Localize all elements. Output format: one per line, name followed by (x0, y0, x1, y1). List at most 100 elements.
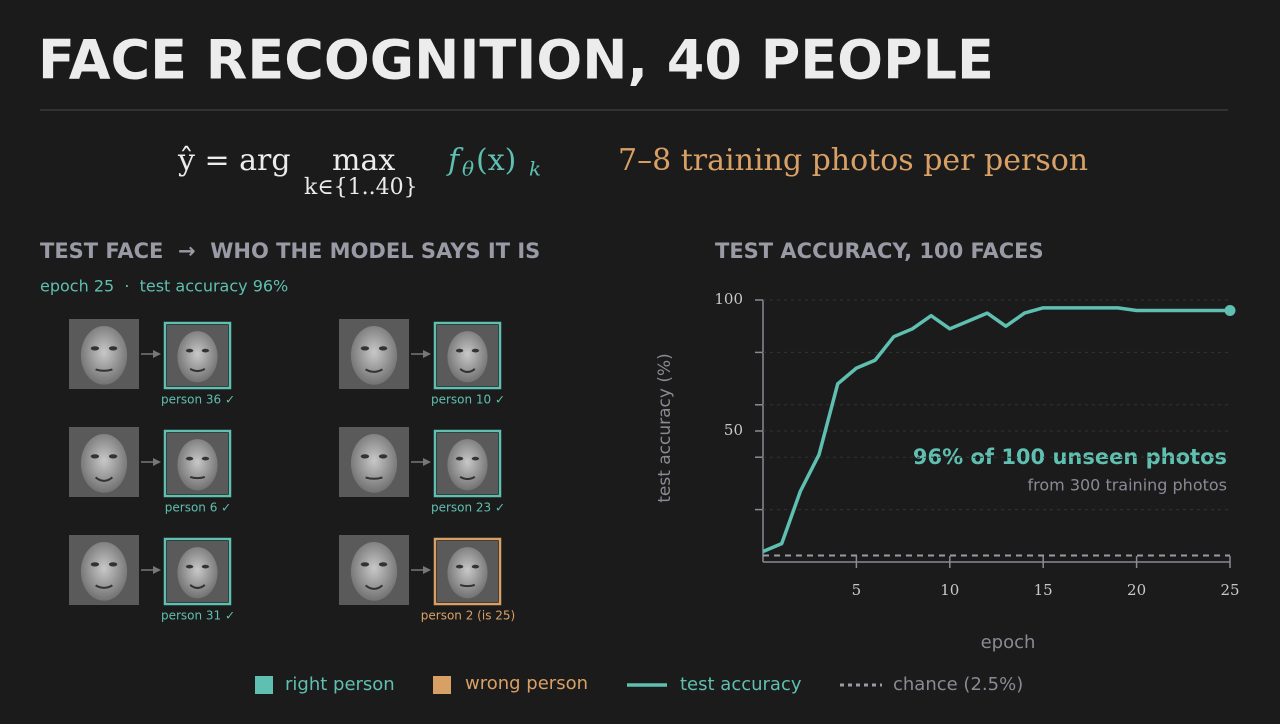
eye (108, 346, 118, 351)
arrow-head (423, 458, 431, 466)
eye (90, 562, 100, 567)
legend-swatch (255, 676, 273, 694)
panel-heading: TEST FACE → WHO THE MODEL SAYS IT IS (40, 239, 540, 263)
mouth (189, 584, 206, 589)
eye (471, 564, 480, 569)
formula-arg: (x) (476, 143, 516, 178)
prediction-frame (163, 537, 232, 606)
mouth (95, 584, 113, 589)
formula-op-sub: k∈{1..40} (304, 175, 418, 200)
face (80, 326, 128, 385)
face (80, 434, 128, 493)
formula-op: max (332, 143, 395, 178)
eye (108, 562, 118, 567)
face-pair: person 6 ✓ (69, 427, 232, 515)
prediction-frame (433, 429, 502, 498)
panel-status: epoch 25 · test accuracy 96% (40, 277, 288, 296)
eye (90, 454, 100, 459)
eye (185, 456, 194, 461)
prediction-label: person 36 ✓ (161, 393, 235, 407)
face-pair: person 36 ✓ (69, 319, 235, 407)
mouth (189, 475, 206, 480)
mouth (94, 476, 114, 482)
chart-title: TEST ACCURACY, 100 FACES (715, 239, 1044, 263)
eye (455, 348, 464, 353)
formula-lhs: ŷ = arg (177, 143, 291, 178)
eye (90, 346, 100, 351)
eye (360, 454, 370, 459)
eye (455, 456, 464, 461)
mouth (364, 584, 384, 590)
prediction-label: person 10 ✓ (431, 393, 505, 407)
legend-label: test accuracy (680, 674, 802, 695)
face (447, 547, 488, 599)
legend-label: right person (285, 674, 395, 695)
eye (378, 562, 388, 567)
face (350, 434, 398, 493)
prediction-label: person 6 ✓ (165, 501, 231, 515)
prediction-label: person 31 ✓ (161, 609, 235, 623)
eye (185, 348, 194, 353)
legend-label: chance (2.5%) (893, 674, 1023, 695)
formula-fn-sub: θ (462, 157, 474, 181)
y-tick-label: 100 (714, 290, 743, 308)
eye (471, 348, 480, 353)
face-pair: person 31 ✓ (69, 535, 235, 623)
subtitle: 7–8 training photos per person (618, 143, 1088, 178)
face (447, 331, 488, 383)
prediction-frame (163, 429, 232, 498)
mouth (459, 583, 476, 588)
mouth (365, 476, 383, 480)
mouth (95, 368, 113, 372)
legend: right person wrong person test accuracy … (285, 673, 1023, 695)
end-point (1224, 304, 1236, 316)
face (80, 542, 128, 601)
eye (201, 564, 210, 569)
prediction-frame (433, 537, 502, 606)
annotation-sub: from 300 training photos (1028, 476, 1228, 495)
arrow-head (423, 566, 431, 574)
x-tick-label: 10 (940, 581, 959, 599)
eye (378, 346, 388, 351)
x-axis-label: epoch (981, 632, 1036, 653)
legend-label: wrong person (465, 673, 588, 694)
prediction-label: person 23 ✓ (431, 501, 505, 515)
face (177, 547, 218, 599)
eye (360, 562, 370, 567)
title: FACE RECOGNITION, 40 PEOPLE (38, 29, 994, 92)
face-pair: person 10 ✓ (339, 319, 505, 407)
x-tick-label: 5 (852, 581, 862, 599)
eye (185, 564, 194, 569)
annotation: 96% of 100 unseen photos (913, 445, 1227, 469)
mouth (189, 368, 206, 373)
arrow-head (153, 566, 161, 574)
y-axis-label: test accuracy (%) (655, 353, 675, 503)
arrow-head (153, 350, 161, 358)
x-tick-label: 15 (1034, 581, 1053, 599)
prediction-frame (433, 321, 502, 390)
x-tick-label: 25 (1220, 581, 1239, 599)
data-line (762, 306, 1230, 554)
x-tick-label: 20 (1127, 581, 1146, 599)
arrow-head (153, 458, 161, 466)
eye (201, 456, 210, 461)
eye (108, 454, 118, 459)
prediction-frame (163, 321, 232, 390)
eye (471, 456, 480, 461)
mouth (459, 368, 476, 373)
face (350, 326, 398, 385)
formula-arg-sub: k (529, 157, 541, 181)
prediction-label: person 2 (is 25) (421, 609, 515, 623)
y-tick-label: 50 (724, 421, 743, 439)
arrow-head (423, 350, 431, 358)
eye (455, 564, 464, 569)
eye (201, 348, 210, 353)
mouth (365, 368, 383, 373)
mouth (459, 476, 476, 481)
face (177, 331, 218, 383)
legend-swatch (433, 676, 451, 694)
eye (360, 346, 370, 351)
face (350, 542, 398, 601)
face-pair: person 23 ✓ (339, 427, 505, 515)
